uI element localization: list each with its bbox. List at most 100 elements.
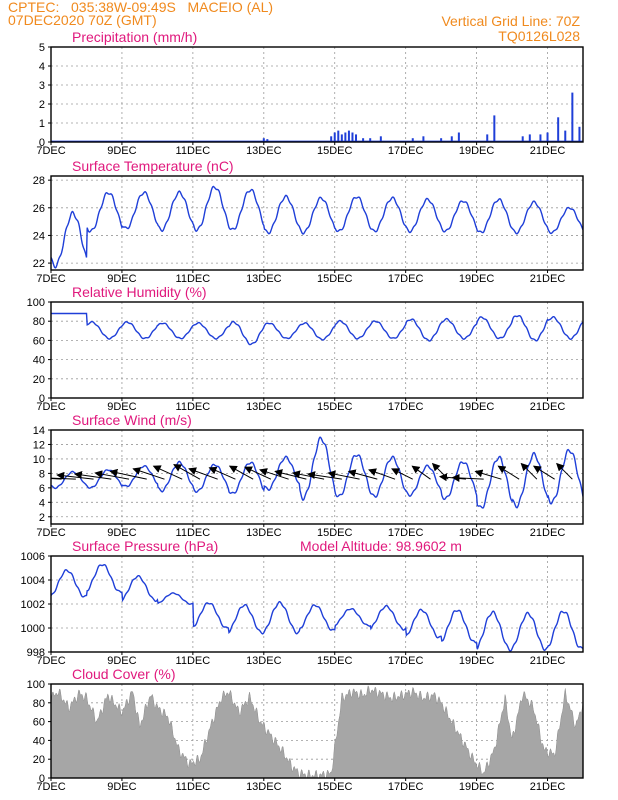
y-tick-label: 1004	[21, 575, 45, 587]
precip-bar	[546, 132, 549, 142]
x-tick-label: 17DEC	[388, 273, 424, 285]
wind-vector	[208, 466, 236, 480]
y-tick-label: 1002	[21, 599, 45, 611]
header-model-id: TQ0126L028	[498, 28, 580, 44]
y-tick-label: 100	[27, 297, 45, 309]
grid	[51, 430, 583, 524]
y-tick-label: 6	[39, 483, 45, 495]
x-tick-label: 13DEC	[246, 781, 282, 793]
x-tick-label: 7DEC	[36, 401, 65, 413]
y-tick-label: 4	[39, 61, 45, 73]
wind-vector	[307, 471, 342, 480]
x-tick-label: 9DEC	[107, 781, 136, 793]
y-tick-label: 28	[33, 175, 45, 187]
y-tick-label: 0	[39, 773, 45, 785]
wind-vector	[243, 466, 272, 480]
y-tick-label: 60	[33, 335, 45, 347]
header-station: CPTEC: 035:38W-09:49S MACEIO (AL)	[8, 0, 274, 15]
x-tick-label: 21DEC	[530, 527, 566, 539]
wind-vector	[391, 468, 413, 480]
y-tick-label: 10	[33, 454, 45, 466]
wind-vector	[474, 469, 502, 480]
precip-bar	[266, 139, 269, 142]
y-tick-label: 2	[39, 99, 45, 111]
panel-frame	[50, 46, 584, 143]
panel-rh: 0 20 40 60 80 100 7DEC 9DEC 11DEC 13DEC 15DEC 17DEC…	[27, 284, 584, 413]
precip-bar	[539, 134, 542, 142]
wind-vector	[520, 462, 538, 480]
precip-bar	[564, 130, 567, 142]
y-tick-label: 8	[39, 468, 45, 480]
precip-bar	[351, 132, 354, 142]
temp-series-line	[51, 185, 583, 269]
x-tick-label: 15DEC	[317, 401, 353, 413]
grid	[51, 47, 583, 142]
x-tick-label: 11DEC	[176, 145, 211, 157]
rh-series-line	[51, 312, 583, 346]
panel-precip: 0 1 2 3 4 5 7DEC 9DEC 11DEC 13DEC 15DEC 17DEC 19DEC 2…	[36, 29, 584, 157]
x-tick-label: 19DEC	[459, 145, 495, 157]
wind-vector	[347, 469, 378, 480]
wind-vector	[556, 462, 573, 480]
wind-vector	[451, 473, 484, 482]
x-tick-label: 15DEC	[317, 527, 353, 539]
cloud-cover-area	[51, 685, 583, 778]
x-tick-label: 21DEC	[530, 145, 566, 157]
header-run-date: 07DEC2020 70Z (GMT)	[8, 12, 157, 28]
precip-bar	[355, 134, 358, 142]
x-tick-label: 15DEC	[317, 273, 353, 285]
wind-vector	[274, 469, 307, 480]
plot-area	[51, 185, 583, 269]
x-tick-label: 7DEC	[36, 781, 65, 793]
panel-title: Relative Humidity (%)	[72, 284, 207, 300]
x-tick-label: 11DEC	[176, 781, 211, 793]
panel-title: Surface Pressure (hPa)	[72, 538, 218, 554]
precip-bar	[369, 138, 372, 142]
panel-wind: 2 4 6 8 10 12 14 7DEC 9DEC 11DEC 13DEC 15DEC 17DEC 19…	[33, 412, 584, 539]
grid	[51, 556, 583, 652]
precip-bar	[422, 136, 425, 142]
x-tick-label: 19DEC	[459, 781, 495, 793]
x-tick-label: 19DEC	[459, 401, 495, 413]
x-tick-label: 19DEC	[459, 527, 495, 539]
x-tick-label: 15DEC	[317, 145, 353, 157]
precip-bar	[571, 92, 574, 142]
x-tick-label: 17DEC	[388, 781, 424, 793]
x-tick-label: 17DEC	[388, 527, 424, 539]
x-tick-label: 7DEC	[36, 145, 65, 157]
precip-bar	[521, 136, 524, 142]
precip-bar	[344, 132, 347, 142]
y-tick-label: 1006	[21, 551, 45, 563]
wind-vector	[259, 468, 289, 480]
plot-area	[51, 563, 583, 652]
y-tick-label: 80	[33, 698, 45, 710]
y-tick-label: 20	[33, 754, 45, 766]
precip-bar	[330, 136, 333, 142]
y-tick-label: 5	[39, 42, 45, 54]
y-tick-label: 1000	[21, 623, 45, 635]
header-grid-line: Vertical Grid Line: 70Z	[441, 13, 580, 29]
wind-vector	[173, 464, 201, 480]
x-tick-label: 21DEC	[530, 401, 566, 413]
wind-vector	[73, 470, 112, 480]
y-tick-label: 14	[33, 425, 45, 437]
y-tick-label: 40	[33, 735, 45, 747]
y-tick-label: 40	[33, 355, 45, 367]
x-tick-label: 13DEC	[246, 273, 282, 285]
x-tick-label: 21DEC	[530, 655, 566, 667]
x-tick-label: 9DEC	[107, 401, 136, 413]
x-tick-label: 17DEC	[388, 401, 424, 413]
x-tick-label: 11DEC	[176, 273, 211, 285]
wind-vector	[152, 465, 183, 480]
panel-frame	[50, 429, 584, 525]
y-tick-label: 1	[39, 118, 45, 130]
y-tick-label: 20	[33, 374, 45, 386]
plot-area	[51, 312, 583, 346]
x-tick-label: 13DEC	[246, 145, 282, 157]
panel-title: Surface Wind (m/s)	[72, 412, 192, 428]
y-tick-label: 0	[39, 393, 45, 405]
precip-bar	[333, 132, 336, 142]
x-tick-label: 13DEC	[246, 527, 282, 539]
x-tick-label: 11DEC	[176, 655, 211, 667]
